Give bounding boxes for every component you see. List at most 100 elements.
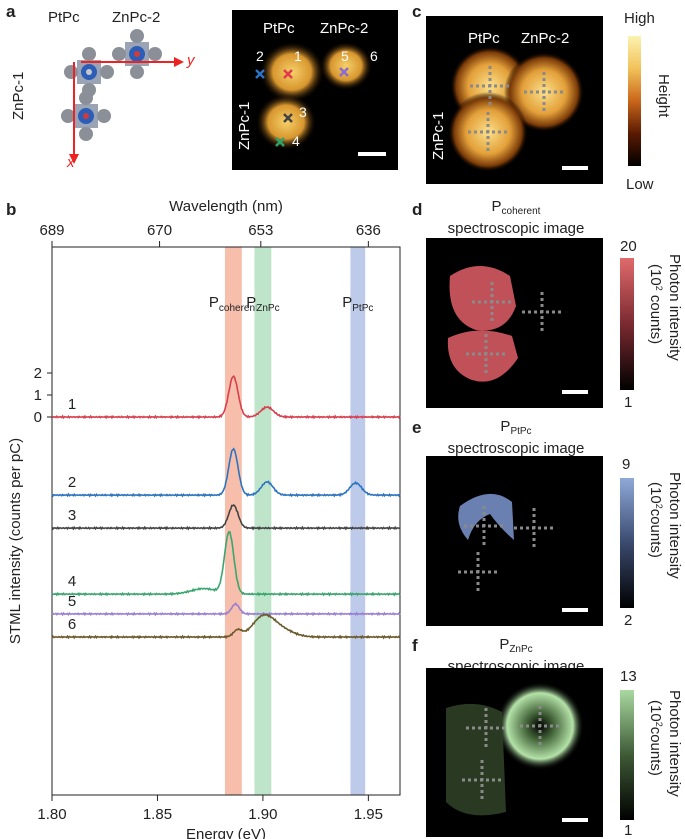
znpc-colorbar — [620, 690, 634, 820]
cbar-high-label: High — [624, 10, 655, 27]
y-axis-title: STML intensity (counts per pC) — [7, 438, 24, 644]
height-znpc1-label: ZnPc-1 — [430, 111, 447, 160]
e-cbar-title2a: (10 — [647, 482, 664, 504]
scale-bar — [358, 152, 386, 156]
znpc-map-image — [426, 668, 603, 837]
point-3-label: 3 — [299, 104, 307, 120]
series-1-label: 1 — [68, 396, 76, 413]
znpc2-molecule-icon — [112, 29, 162, 79]
mol-znpc1-label: ZnPc-1 — [10, 71, 27, 120]
series-1-line — [51, 374, 401, 420]
cbar-height-title: Height — [655, 74, 672, 118]
point-markers — [255, 67, 386, 156]
top-tick-label: 670 — [147, 222, 172, 239]
coherent-map-image — [426, 238, 603, 408]
panel-d-title-line2: spectroscopic image — [447, 220, 585, 237]
e-cbar-title1: Photon intensity — [666, 472, 683, 579]
series-2-label: 2 — [68, 474, 76, 491]
point-4-label: 4 — [292, 133, 300, 149]
scale-bar — [562, 818, 588, 822]
height-ptpc-label: PtPc — [468, 30, 500, 47]
series-3-line — [51, 503, 401, 531]
series-2-line — [51, 447, 401, 498]
stm-ptpc-label: PtPc — [263, 20, 295, 37]
panel-e-title-sub: PtPc — [510, 426, 532, 437]
scale-bar — [562, 166, 588, 170]
panel-e-title-main: P — [500, 418, 511, 435]
x-tick-label: 1.95 — [354, 806, 383, 823]
scale-bar — [562, 390, 588, 394]
point-3-marker — [283, 113, 293, 123]
panel-e-letter: e — [412, 418, 422, 437]
panel-a-letter: a — [6, 2, 16, 21]
stm-znpc2-label: ZnPc-2 — [320, 20, 369, 37]
point-2-label: 2 — [256, 48, 264, 64]
f-cbar-max: 13 — [620, 668, 637, 685]
band-znpc — [254, 247, 272, 795]
e-cbar-min: 2 — [624, 612, 633, 629]
x-tick-label: 1.85 — [143, 806, 172, 823]
point-1-label: 1 — [294, 48, 302, 64]
ptpc-molecule-icon — [64, 47, 114, 97]
series-5-label: 5 — [68, 593, 76, 610]
mol-ptpc-label: PtPc — [48, 9, 80, 26]
point-2-marker — [255, 69, 265, 79]
x-tick-label: 1.80 — [37, 806, 66, 823]
height-znpc2-label: ZnPc-2 — [521, 30, 570, 47]
panel-d-title-sub: coherent — [501, 206, 541, 217]
e-cbar-title2b: counts) — [647, 508, 664, 558]
panel-f-letter: f — [412, 636, 418, 655]
point-1-marker — [283, 69, 293, 79]
point-5-marker — [339, 67, 349, 77]
d-cbar-title2a: (10 — [647, 264, 664, 286]
f-cbar-min: 1 — [624, 822, 633, 839]
series-3-label: 3 — [68, 507, 76, 524]
cbar-low-label: Low — [626, 176, 654, 193]
y-tick-label: 2 — [34, 365, 42, 382]
coherent-colorbar — [620, 258, 634, 390]
band-coherent — [224, 247, 242, 795]
d-cbar-title1: Photon intensity — [666, 254, 683, 361]
d-cbar-title2b: counts) — [647, 290, 664, 345]
znpc1-molecule-icon — [61, 91, 111, 141]
ptpc-map-image — [426, 456, 603, 626]
x-axis-title: Energy (eV) — [186, 826, 266, 839]
e-cbar-title2: (102counts) — [647, 482, 664, 558]
d-cbar-min: 1 — [624, 394, 633, 411]
d-cbar-max: 20 — [620, 238, 637, 255]
mol-znpc2-label: ZnPc-2 — [112, 9, 161, 26]
height-map-image — [426, 16, 603, 184]
molecule-schematic — [61, 29, 184, 164]
plot-frame — [51, 246, 401, 796]
panel-d-title-main: P — [491, 198, 502, 215]
panel-b-letter: b — [6, 200, 17, 219]
top-axis-title: Wavelength (nm) — [169, 198, 283, 215]
top-tick-label: 653 — [248, 222, 273, 239]
d-cbar-title2: (102 counts) — [647, 264, 664, 344]
panel-f-title-sub: ZnPc — [509, 644, 533, 655]
stm-topography-image — [232, 10, 398, 170]
point-4-marker — [275, 137, 285, 147]
e-cbar-max: 9 — [622, 456, 631, 473]
point-5-label: 5 — [341, 48, 349, 64]
x-tick-label: 1.90 — [248, 806, 277, 823]
point-6-label: 6 — [370, 48, 378, 64]
panel-d-letter: d — [412, 200, 423, 219]
top-tick-label: 689 — [39, 222, 64, 239]
scale-bar — [562, 608, 588, 612]
height-colorbar — [628, 36, 641, 166]
panel-e-title-line2: spectroscopic image — [447, 440, 585, 457]
f-cbar-title2a: (10 — [647, 700, 664, 722]
f-cbar-title2: (102counts) — [647, 700, 664, 776]
series-6-line — [51, 613, 401, 640]
axis-y-label: y — [187, 52, 195, 69]
f-cbar-title2b: counts) — [647, 726, 664, 776]
y-tick-label: 1 — [34, 387, 42, 404]
series-6-label: 6 — [68, 616, 76, 633]
panel-f-title-main: P — [499, 636, 510, 653]
series-4-line — [51, 531, 401, 597]
axis-x-label: x — [67, 154, 75, 171]
series-5-line — [51, 602, 401, 617]
y-tick-label: 0 — [34, 409, 42, 426]
